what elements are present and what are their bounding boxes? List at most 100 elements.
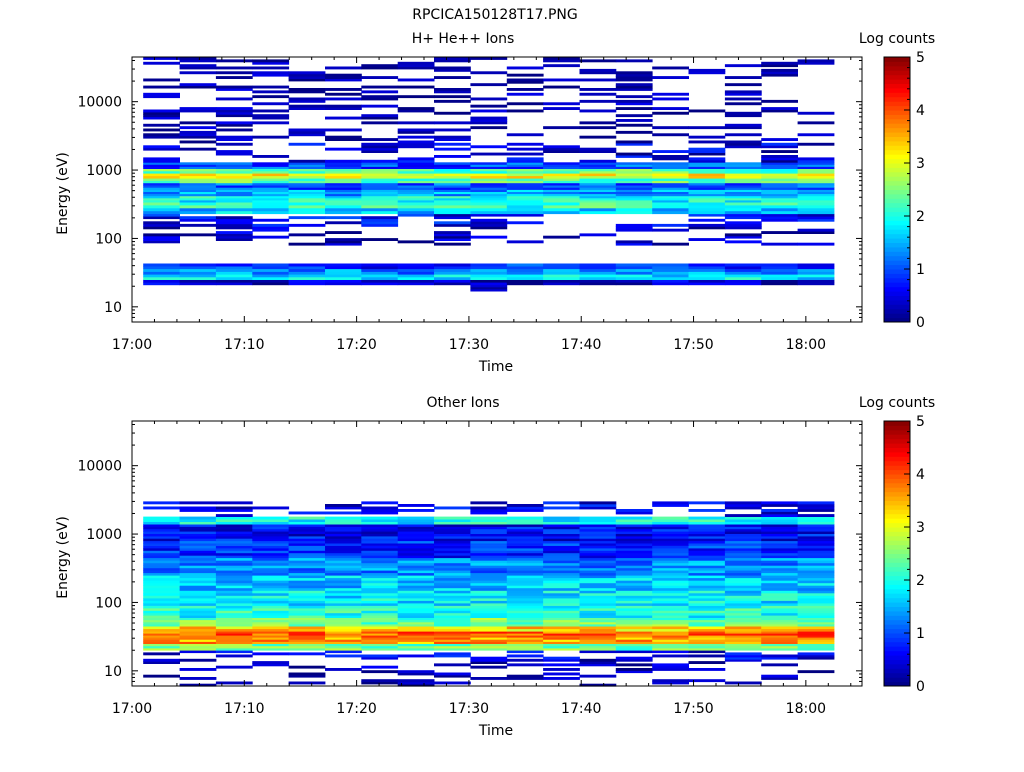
heatmap-cell <box>543 677 580 680</box>
heatmap-cell <box>688 550 726 554</box>
heatmap-cell <box>361 274 399 278</box>
heatmap-cell <box>143 580 180 584</box>
heatmap-cell <box>797 276 835 280</box>
heatmap-cell <box>506 133 544 137</box>
heatmap-cell <box>615 178 653 181</box>
heatmap-cell <box>688 635 726 638</box>
heatmap-cell <box>688 193 726 197</box>
heatmap-cell <box>215 550 253 554</box>
colorbar-step <box>884 255 910 261</box>
heatmap-cell <box>688 210 726 215</box>
heatmap-cell <box>470 567 508 571</box>
heatmap-cell <box>179 271 217 275</box>
heatmap-cell <box>397 170 435 174</box>
heatmap-cell <box>761 191 798 195</box>
heatmap-cell <box>652 598 689 601</box>
heatmap-cell <box>143 147 180 151</box>
heatmap-cell <box>615 276 653 280</box>
heatmap-cell <box>761 592 798 596</box>
heatmap-cell <box>543 631 580 634</box>
heatmap-cell <box>579 633 617 636</box>
heatmap-cell <box>761 608 798 611</box>
heatmap-cell <box>724 543 762 546</box>
heatmap-cell <box>761 187 798 190</box>
colorbar-frame <box>883 56 911 323</box>
heatmap-cell <box>543 168 580 172</box>
heatmap-cell <box>579 276 617 280</box>
x-tick-label: 17:50 <box>673 337 713 353</box>
heatmap-cell <box>215 166 253 169</box>
heatmap-cell <box>361 95 399 99</box>
heatmap-cell <box>361 210 399 215</box>
heatmap-cell <box>797 180 835 184</box>
colorbar-tick-label: 0 <box>916 679 925 695</box>
heatmap-cell <box>252 575 290 579</box>
heatmap-cell <box>325 617 362 621</box>
heatmap-cell <box>143 608 180 611</box>
heatmap-cell <box>179 621 217 625</box>
heatmap-cell <box>252 631 290 634</box>
colorbar-step <box>884 158 910 164</box>
heatmap-cell <box>397 621 435 625</box>
heatmap-cell <box>615 535 653 539</box>
heatmap-cell <box>397 626 435 630</box>
heatmap-cell <box>615 668 653 671</box>
heatmap-cell <box>652 595 689 599</box>
heatmap-cell <box>288 210 326 215</box>
heatmap-cell <box>615 193 653 197</box>
heatmap-cell <box>252 562 290 566</box>
heatmap-cell <box>361 191 399 195</box>
heatmap-cell <box>361 207 399 212</box>
heatmap-cell <box>470 665 508 669</box>
heatmap-cell <box>579 608 617 611</box>
heatmap-cell <box>325 193 362 197</box>
heatmap-cell <box>215 521 253 525</box>
heatmap-cell <box>361 585 399 589</box>
heatmap-cell <box>215 615 253 618</box>
heatmap-cell <box>143 123 180 127</box>
heatmap-cell <box>179 557 217 561</box>
heatmap-cell <box>325 189 362 192</box>
colorbar-step <box>884 233 910 239</box>
heatmap-cell <box>615 73 653 77</box>
heatmap-cell <box>143 274 180 278</box>
heatmap-cell <box>543 200 580 203</box>
colorbar-step <box>884 549 910 554</box>
heatmap-cell <box>761 162 798 165</box>
heatmap-cell <box>361 635 399 638</box>
heatmap-cell <box>143 674 180 678</box>
heatmap-cell <box>797 61 835 65</box>
heatmap-cell <box>397 189 435 192</box>
heatmap-cell <box>397 182 435 186</box>
colorbar-step <box>884 65 910 71</box>
heatmap-cell <box>361 592 399 596</box>
heatmap-cell <box>506 189 544 192</box>
heatmap-cell <box>215 624 253 627</box>
heatmap-cell <box>797 557 835 561</box>
heatmap-cell <box>688 200 726 203</box>
heatmap-cell <box>325 612 362 616</box>
heatmap-cell <box>615 631 653 634</box>
heatmap-cell <box>543 656 580 660</box>
heatmap-cell <box>470 168 508 172</box>
heatmap-cell <box>579 545 617 549</box>
heatmap-cell <box>652 526 689 530</box>
heatmap-cell <box>434 535 471 539</box>
heatmap-cell <box>543 276 580 280</box>
heatmap-cell <box>252 182 290 186</box>
heatmap-cell <box>288 552 326 556</box>
heatmap-cell <box>543 145 580 149</box>
panel-other-ions: 17:00 17:10 17:20 17:30 17:40 17:50 18:00Time1… <box>55 395 935 739</box>
heatmap-cell <box>397 679 435 683</box>
heatmap-cell <box>724 628 762 632</box>
heatmap-cell <box>215 263 253 267</box>
heatmap-cell <box>652 185 689 188</box>
heatmap-cell <box>652 565 689 569</box>
heatmap-cell <box>688 519 726 522</box>
heatmap-cell <box>325 200 362 203</box>
heatmap-cell <box>543 619 580 623</box>
heatmap-cell <box>143 210 180 215</box>
heatmap-cell <box>288 73 326 77</box>
heatmap-cell <box>397 185 435 188</box>
heatmap-cell <box>397 552 435 556</box>
